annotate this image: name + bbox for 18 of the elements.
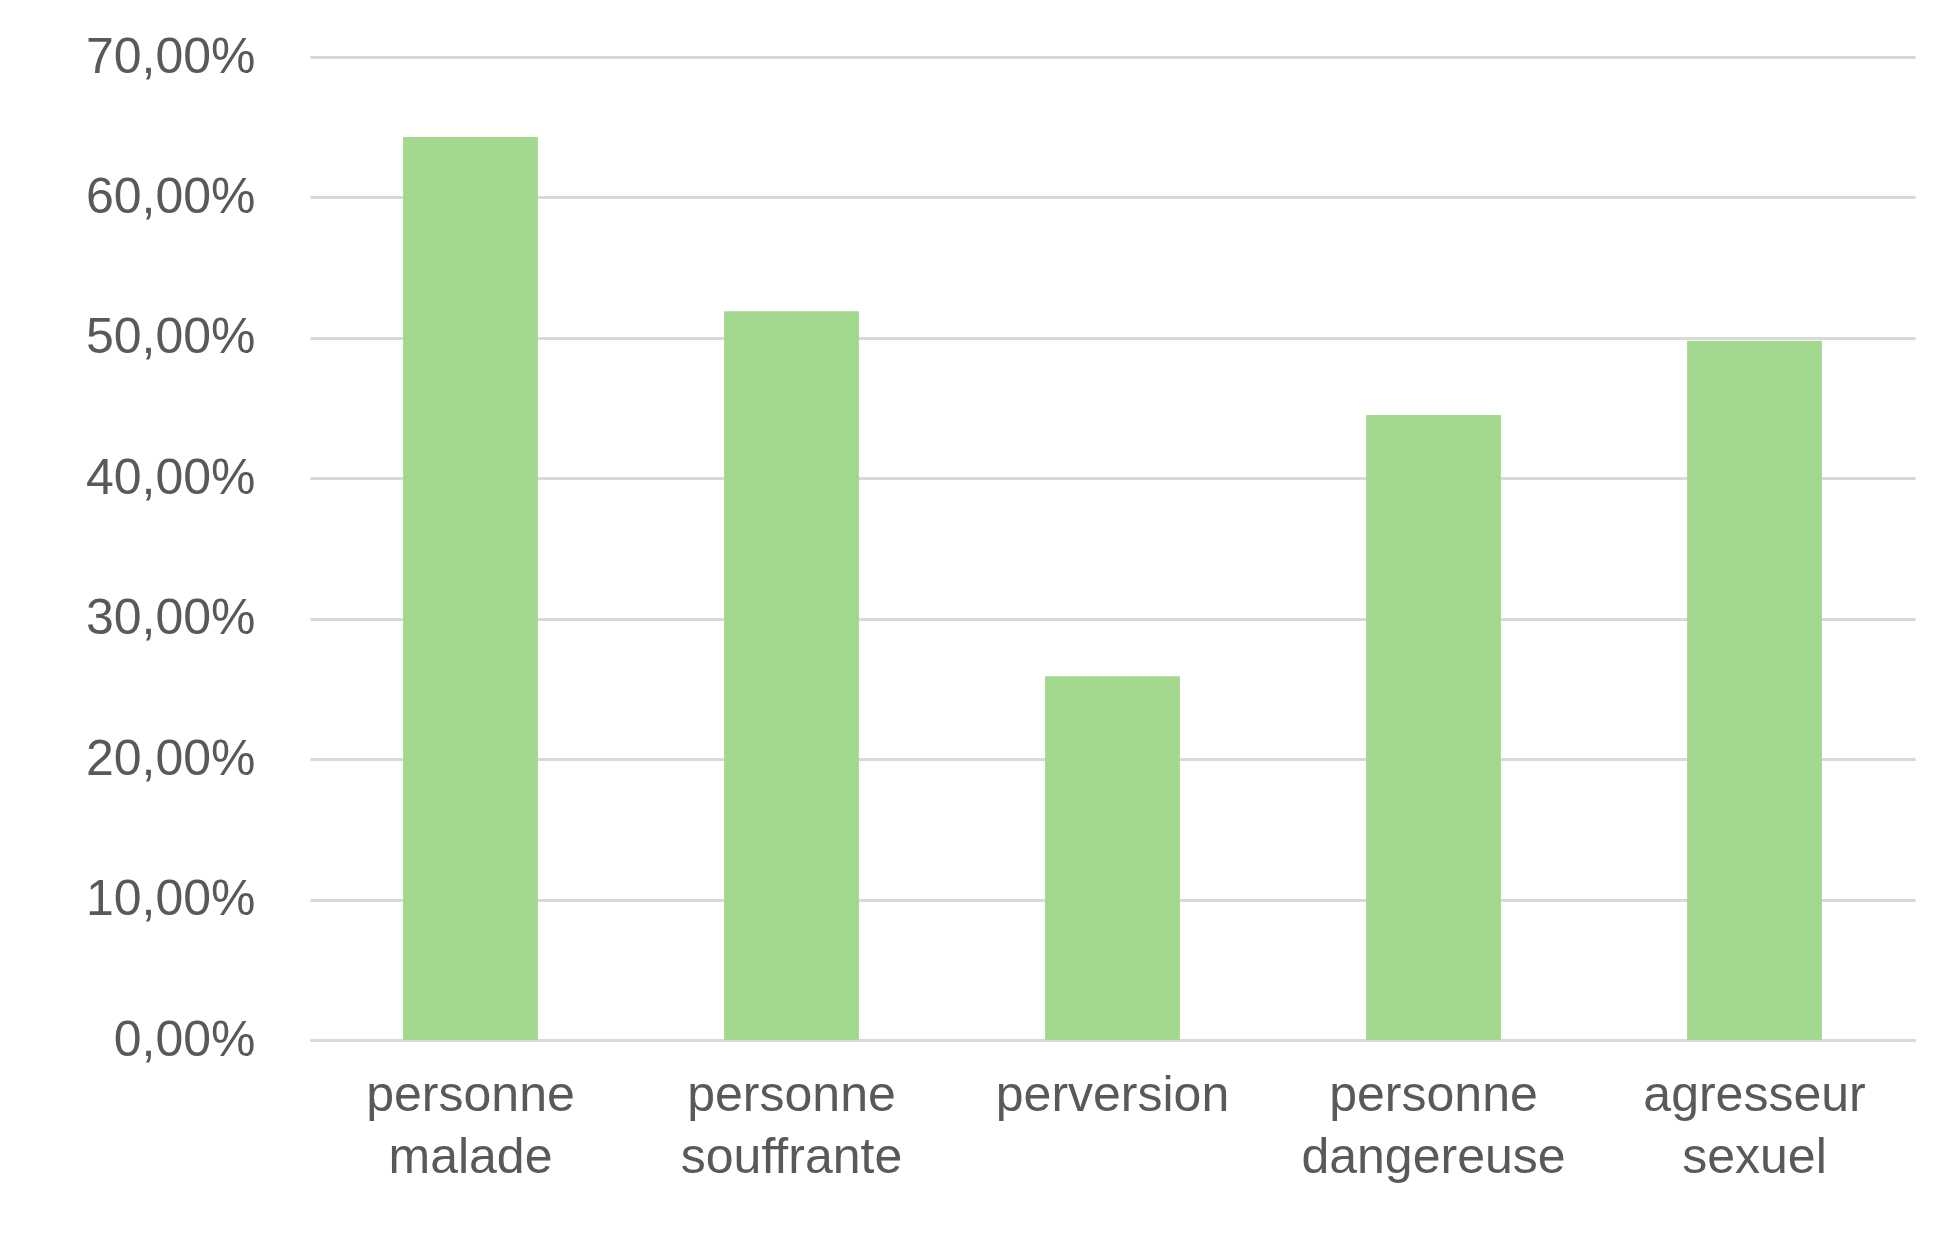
y-tick-label: 20,00% — [85, 729, 256, 786]
bar — [403, 137, 538, 1040]
y-tick-label: 10,00% — [85, 870, 256, 927]
x-tick-label: personne souffrante — [680, 1065, 903, 1184]
bar — [1366, 415, 1501, 1040]
bar — [724, 311, 859, 1040]
bar — [1045, 676, 1180, 1040]
y-tick-label: 30,00% — [85, 589, 256, 646]
x-tick-label: agresseur sexuel — [1643, 1065, 1866, 1184]
x-tick-label: perversion — [995, 1065, 1230, 1122]
bar — [1687, 340, 1822, 1040]
y-tick-label: 0,00% — [113, 1010, 256, 1067]
x-tick-label: personne dangereuse — [1301, 1065, 1566, 1184]
x-tick-label: personne malade — [366, 1065, 575, 1184]
y-tick-label: 40,00% — [85, 448, 256, 505]
y-tick-label: 50,00% — [85, 308, 256, 365]
y-tick-label: 60,00% — [85, 167, 256, 224]
y-tick-label: 70,00% — [85, 27, 256, 84]
